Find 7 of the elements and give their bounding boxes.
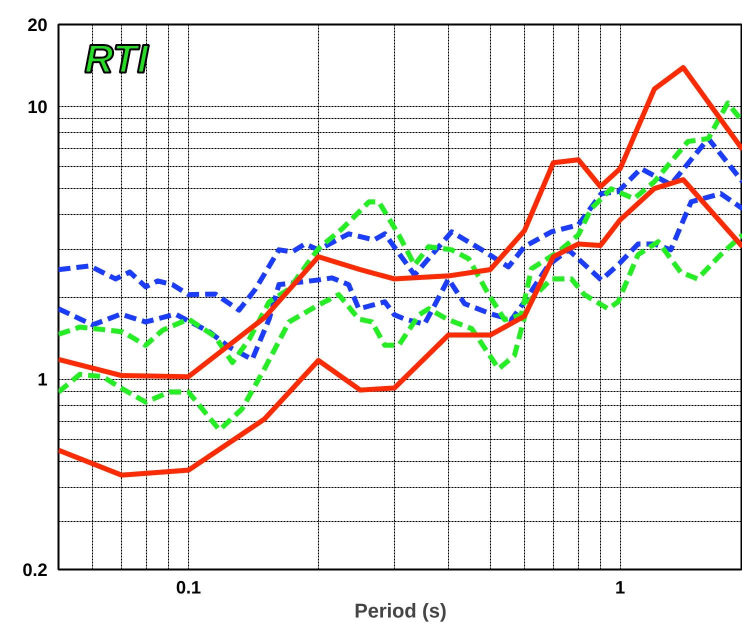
y-tick-label: 20: [27, 15, 48, 35]
annotation: RTI: [84, 38, 150, 82]
x-tick-label: 0.1: [176, 578, 201, 598]
y-tick-label: 1: [37, 370, 48, 390]
y-tick-label: 10: [27, 97, 48, 118]
y-tick-label: 0.2: [22, 560, 48, 580]
x-axis-title: Period (s): [354, 600, 447, 622]
